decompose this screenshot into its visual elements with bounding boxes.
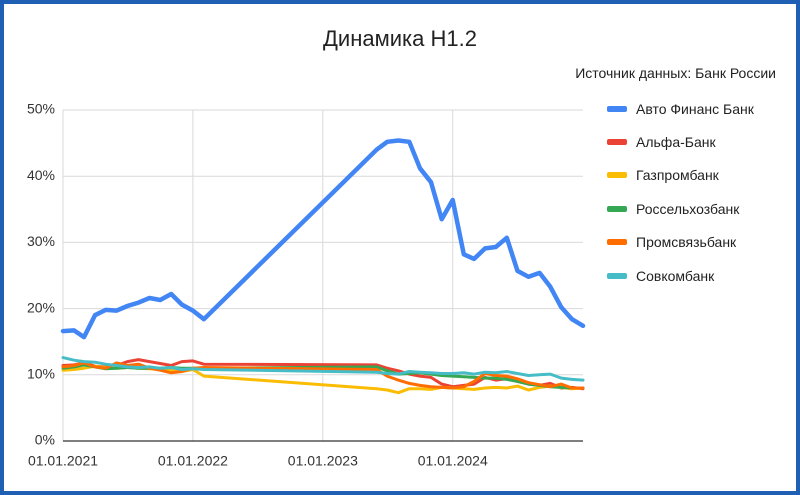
legend-label-promsvyazbank: Промсвязьбанк (636, 234, 737, 251)
chart-subtitle: Источник данных: Банк России (575, 65, 776, 81)
legend-item-rosselkhozbank: Россельхозбанк (607, 192, 787, 225)
gridlines (62, 109, 583, 442)
legend-item-avto-finans-bank: Авто Финанс Банк (607, 92, 787, 125)
legend-swatch-avto-finans-bank (607, 105, 627, 112)
x-tick-label: 01.01.2024 (418, 453, 488, 469)
axis-labels: 0% 10% 20% 30% 40% 50% 01.01.2021 01.01.2022 01.… (27, 101, 488, 469)
legend-swatch-gazprombank (607, 172, 627, 179)
y-tick-label: 10% (27, 366, 55, 382)
legend-swatch-promsvyazbank (607, 239, 627, 246)
legend-item-alfa-bank: Альфа-Банк (607, 125, 787, 158)
chart-title: Динамика Н1.2 (323, 26, 477, 51)
series-line-0 (60, 138, 586, 340)
y-tick-label: 20% (27, 299, 55, 315)
legend: Авто Финанс Банк Альфа-Банк Газпромбанк … (607, 92, 787, 292)
legend-label-sovcombank: Совкомбанк (636, 267, 715, 284)
series-line-4 (61, 361, 585, 390)
x-tick-label: 01.01.2021 (28, 453, 98, 469)
series-line-5 (61, 356, 585, 382)
legend-label-gazprombank: Газпромбанк (636, 167, 719, 184)
y-tick-label: 50% (27, 101, 55, 117)
series-lines (60, 138, 586, 395)
legend-label-avto-finans-bank: Авто Финанс Банк (636, 100, 754, 117)
x-tick-label: 01.01.2023 (288, 453, 358, 469)
y-tick-label: 0% (35, 432, 55, 448)
legend-swatch-sovcombank (607, 272, 627, 279)
legend-item-gazprombank: Газпромбанк (607, 159, 787, 192)
y-tick-label: 30% (27, 233, 55, 249)
legend-swatch-rosselkhozbank (607, 205, 627, 212)
x-tick-label: 01.01.2022 (158, 453, 228, 469)
legend-item-sovcombank: Совкомбанк (607, 259, 787, 292)
legend-label-rosselkhozbank: Россельхозбанк (636, 200, 740, 217)
y-tick-label: 40% (27, 167, 55, 183)
legend-swatch-alfa-bank (607, 139, 627, 146)
legend-label-alfa-bank: Альфа-Банк (636, 134, 716, 151)
legend-item-promsvyazbank: Промсвязьбанк (607, 226, 787, 259)
